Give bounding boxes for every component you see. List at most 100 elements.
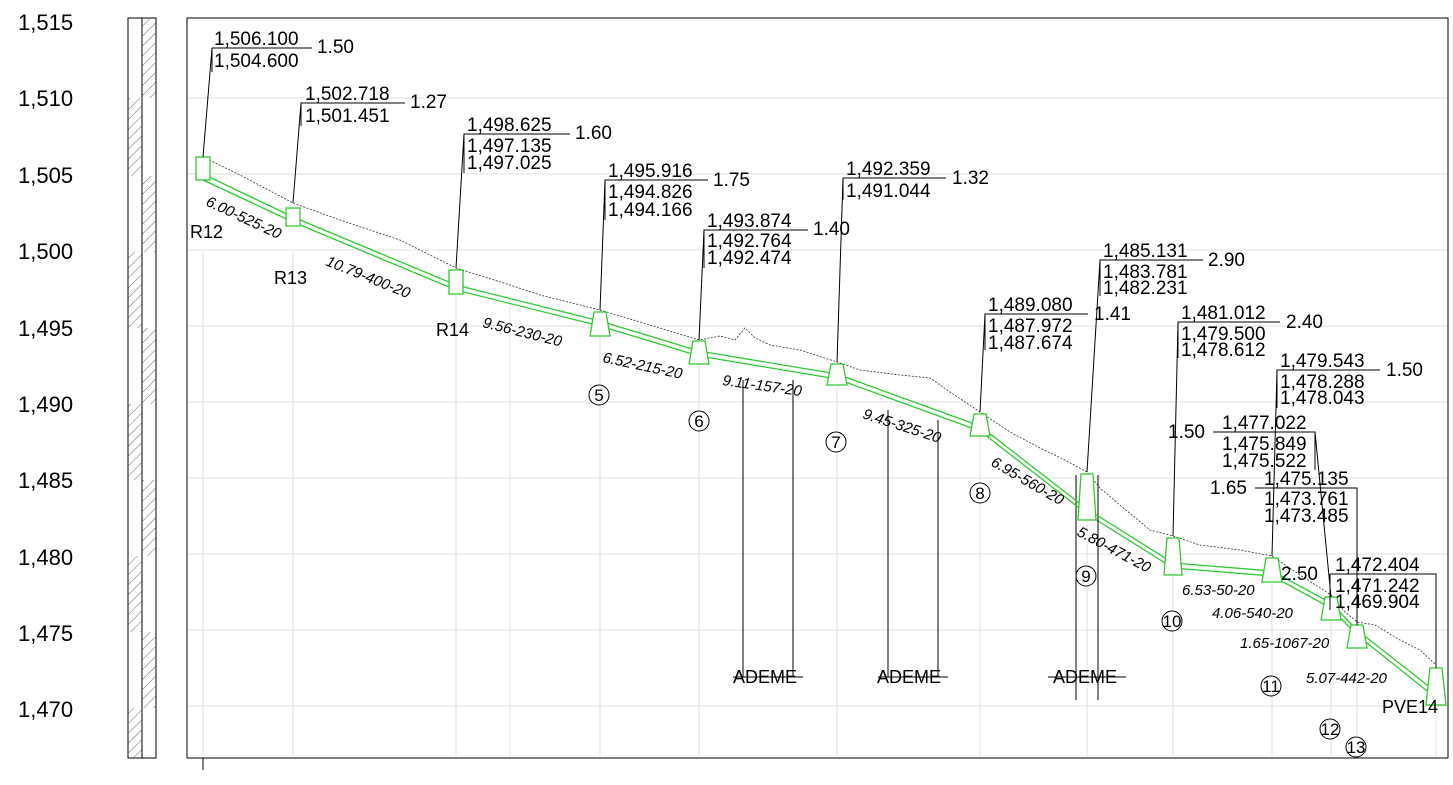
node-label-10: 10 bbox=[1163, 612, 1182, 631]
manhole-8 bbox=[969, 413, 991, 437]
elev-11-2: 1,478.288 bbox=[1280, 372, 1365, 393]
y-axis-labels: 1,515 1,510 1,505 1,500 1,495 1,490 1,48… bbox=[18, 10, 73, 722]
y-tick-1480: 1,480 bbox=[18, 545, 73, 570]
depth-r13: 1.27 bbox=[410, 92, 447, 113]
annotation-7: 1,492.359 1,491.044 1.32 bbox=[846, 159, 989, 202]
manhole-r14 bbox=[448, 269, 464, 295]
elev-6-2: 1,492.764 bbox=[707, 231, 792, 252]
elev-7-1: 1,492.359 bbox=[846, 159, 931, 180]
depth-10: 2.40 bbox=[1286, 312, 1323, 333]
elev-10-3: 1,478.612 bbox=[1181, 340, 1266, 361]
elev-r14-1: 1,498.625 bbox=[467, 115, 552, 136]
segment-label-2: 10.79-400-20 bbox=[324, 253, 414, 302]
node-circle-10 bbox=[1161, 610, 1183, 632]
manhole-9 bbox=[1077, 473, 1097, 521]
y-tick-1490: 1,490 bbox=[18, 392, 73, 417]
node-label-12: 12 bbox=[1321, 720, 1340, 739]
annotation-12: 1,477.022 1,475.849 1,475.522 1.50 bbox=[1168, 413, 1307, 472]
drawing-frame bbox=[186, 17, 1449, 758]
annotation-6: 1,493.874 1,492.764 1,492.474 1.40 bbox=[707, 211, 850, 269]
y-tick-1485: 1,485 bbox=[18, 468, 73, 493]
elev-pve14-3: 1,469.904 bbox=[1335, 592, 1420, 613]
elev-13-3: 1,473.485 bbox=[1264, 506, 1349, 527]
elev-9-1: 1,485.131 bbox=[1103, 241, 1188, 262]
elev-pve14-1: 1,472.404 bbox=[1335, 555, 1420, 576]
manhole-13 bbox=[1346, 624, 1368, 649]
node-circle-8 bbox=[969, 482, 991, 504]
elevation-annotations: 1,506.100 1,504.600 1.50 1,502.718 1,501… bbox=[214, 29, 1423, 613]
elevation-scale-bar bbox=[127, 17, 157, 759]
elev-12-1: 1,477.022 bbox=[1222, 413, 1307, 434]
elev-7-2: 1,491.044 bbox=[846, 181, 931, 202]
elev-11-3: 1,478.043 bbox=[1280, 388, 1365, 409]
manholes bbox=[195, 156, 1447, 706]
node-label-9: 9 bbox=[1081, 567, 1090, 586]
depth-9: 2.90 bbox=[1208, 250, 1245, 271]
elev-12-2: 1,475.849 bbox=[1222, 434, 1307, 455]
annotation-leaders bbox=[202, 47, 1437, 700]
y-tick-1475: 1,475 bbox=[18, 621, 73, 646]
annotation-5: 1,495.916 1,494.826 1,494.166 1.75 bbox=[608, 161, 750, 221]
grid bbox=[187, 97, 1448, 758]
elev-5-3: 1,494.166 bbox=[608, 200, 693, 221]
manhole-12 bbox=[1320, 596, 1342, 621]
elev-r12-1: 1,506.100 bbox=[214, 29, 299, 50]
segment-label-11: 1.65-1067-20 bbox=[1240, 635, 1330, 652]
annotation-11: 1,479.543 1,478.288 1,478.043 1.50 bbox=[1280, 351, 1423, 409]
elev-pve14-2: 1,471.242 bbox=[1335, 576, 1420, 597]
node-label-pve14: PVE14 bbox=[1382, 697, 1438, 717]
ademe-label-3: ADEME bbox=[1053, 667, 1117, 687]
manhole-6 bbox=[688, 340, 710, 365]
node-circle-12 bbox=[1319, 718, 1341, 740]
elev-13-1: 1,475.135 bbox=[1264, 469, 1349, 490]
elev-6-3: 1,492.474 bbox=[707, 248, 792, 269]
elev-10-1: 1,481.012 bbox=[1181, 303, 1266, 324]
elev-9-2: 1,483.781 bbox=[1103, 262, 1188, 283]
node-circle-13 bbox=[1345, 736, 1367, 758]
node-circle-5 bbox=[588, 384, 610, 406]
elev-5-1: 1,495.916 bbox=[608, 161, 693, 182]
manhole-r13 bbox=[285, 207, 301, 227]
node-label-7: 7 bbox=[831, 433, 840, 452]
annotation-10: 1,481.012 1,479.500 1,478.612 2.40 bbox=[1181, 303, 1323, 361]
y-tick-1495: 1,495 bbox=[18, 316, 73, 341]
elev-r14-3: 1,497.025 bbox=[467, 153, 552, 174]
node-label-13: 13 bbox=[1347, 738, 1366, 757]
segment-label-12: 5.07-442-20 bbox=[1306, 670, 1388, 687]
manhole-11 bbox=[1261, 557, 1283, 583]
depth-r14: 1.60 bbox=[575, 123, 612, 144]
segment-label-6: 9.45-325-20 bbox=[861, 406, 944, 447]
node-label-6: 6 bbox=[694, 412, 703, 431]
elev-10-2: 1,479.500 bbox=[1181, 324, 1266, 345]
manhole-5 bbox=[589, 311, 611, 337]
elev-r14-2: 1,497.135 bbox=[467, 136, 552, 157]
depth-pve14: 2.50 bbox=[1281, 564, 1318, 585]
elev-12-3: 1,475.522 bbox=[1222, 451, 1307, 472]
annotation-13: 1,475.135 1,473.761 1,473.485 1.65 bbox=[1210, 469, 1349, 527]
segment-label-4: 6.52-215-20 bbox=[601, 349, 684, 383]
depth-6: 1.40 bbox=[813, 219, 850, 240]
node-labels: R12 R13 R14 PVE14 5 6 7 8 9 10 11 12 13 bbox=[190, 222, 1438, 758]
y-tick-1510: 1,510 bbox=[18, 86, 73, 111]
annotation-r12: 1,506.100 1,504.600 1.50 bbox=[214, 29, 354, 72]
depth-12: 1.50 bbox=[1168, 422, 1205, 443]
segment-label-9: 6.53-50-20 bbox=[1182, 582, 1255, 599]
elev-5-2: 1,494.826 bbox=[608, 182, 693, 203]
manhole-r12 bbox=[195, 156, 211, 181]
y-tick-1505: 1,505 bbox=[18, 163, 73, 188]
manhole-10 bbox=[1163, 537, 1183, 576]
elev-11-1: 1,479.543 bbox=[1280, 351, 1365, 372]
elev-9-3: 1,482.231 bbox=[1103, 278, 1188, 299]
node-label-8: 8 bbox=[975, 484, 984, 503]
node-label-11: 11 bbox=[1262, 677, 1280, 696]
elev-r13-1: 1,502.718 bbox=[305, 84, 390, 105]
node-label-r14: R14 bbox=[436, 320, 469, 340]
depth-r12: 1.50 bbox=[317, 37, 354, 58]
annotation-r14: 1,498.625 1,497.135 1,497.025 1.60 bbox=[467, 115, 612, 174]
node-circle-6 bbox=[688, 410, 710, 432]
y-tick-1470: 1,470 bbox=[18, 697, 73, 722]
depth-13: 1.65 bbox=[1210, 478, 1247, 499]
elev-6-1: 1,493.874 bbox=[707, 211, 792, 232]
elev-r13-2: 1,501.451 bbox=[305, 106, 390, 127]
